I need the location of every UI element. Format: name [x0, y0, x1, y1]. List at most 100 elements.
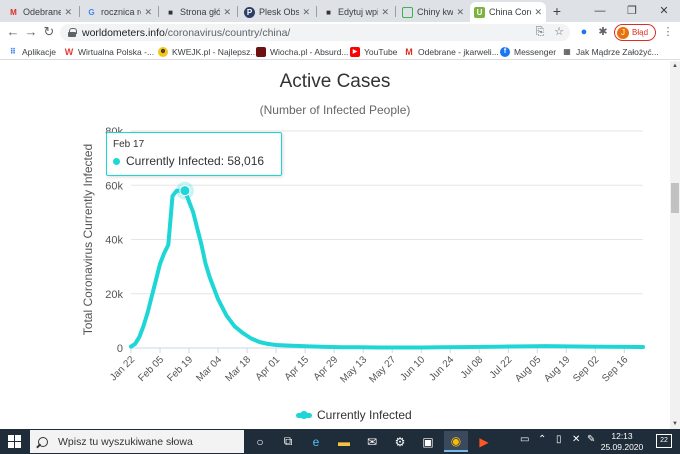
close-icon[interactable]: ✕ [381, 6, 389, 17]
scroll-down-arrow-icon[interactable]: ▼ [672, 421, 678, 427]
avatar: J [617, 26, 629, 39]
bookmark-label: Wirtualna Polska -... [78, 46, 155, 57]
bookmark-jak-madrze[interactable]: ▦ Jak Mądrze Założyć... [562, 44, 658, 59]
taskbar-clock[interactable]: 12:13 25.09.2020 [594, 431, 650, 453]
tab-strona[interactable]: ■ Strona głó ✕ [161, 2, 235, 22]
y-tick-label: 20k [105, 289, 123, 301]
x-tick-label: Feb 19 [165, 354, 195, 384]
x-tick-label: Feb 05 [136, 354, 166, 384]
taskbar-search-input[interactable]: Wpisz tu wyszukiwane słowa [30, 430, 244, 453]
bookmark-gmail[interactable]: M Odebrane - jkarweli... [404, 44, 499, 59]
tab-title: China Coro [489, 7, 532, 17]
gmail-icon: M [10, 7, 17, 17]
battery-icon[interactable]: ▯ [556, 434, 562, 445]
close-icon[interactable]: ✕ [223, 6, 231, 17]
page-scrollbar[interactable]: ▲ ▼ [670, 61, 680, 429]
x-tick-label: May 27 [367, 354, 398, 385]
x-tick-label: Sep 16 [600, 354, 630, 384]
web-page: Active Cases (Number of Infected People)… [0, 61, 670, 429]
tray-chevron-icon[interactable]: ⌃ [538, 434, 547, 445]
bookmark-label: Odebrane - jkarweli... [418, 46, 499, 57]
notification-center-icon[interactable]: 22 [656, 434, 672, 448]
tab-strip: M Odebrane ✕ G rocznica re ✕ ■ Strona gł… [0, 0, 680, 22]
task-view-icon[interactable]: ⧉ [283, 434, 293, 448]
lock-icon[interactable] [68, 28, 77, 37]
windows-start-icon[interactable] [8, 435, 21, 448]
edge-icon[interactable]: e [312, 434, 320, 449]
close-icon[interactable]: ✕ [302, 6, 310, 17]
clock-date: 25.09.2020 [600, 442, 644, 452]
close-window-button[interactable]: ✕ [659, 5, 669, 17]
menu-dots-icon[interactable]: ⋮ [662, 26, 674, 38]
reload-icon[interactable]: ↻ [43, 24, 55, 39]
google-icon: G [88, 7, 95, 17]
bookmark-kwejk[interactable]: ☻ KWEJK.pl - Najlepsz... [158, 44, 258, 59]
clock-time: 12:13 [611, 431, 633, 441]
tab-edytuj[interactable]: ■ Edytuj wpis ✕ [319, 2, 393, 22]
puzzle-icon[interactable]: ✱ [598, 26, 608, 38]
x-tick-label: Aug 19 [542, 354, 572, 384]
tab-title: Plesk Obs [259, 7, 300, 17]
worldometers-icon: U [474, 6, 485, 18]
bookmark-wiocha[interactable]: Wiocha.pl - Absurd... [256, 44, 348, 59]
legend-swatch [296, 410, 312, 419]
translate-icon[interactable]: ⎘ [535, 26, 545, 38]
star-icon[interactable]: ☆ [554, 26, 564, 38]
gmail-icon: M [405, 46, 413, 57]
tab-title: Edytuj wpis [338, 7, 378, 17]
chrome-icon[interactable]: ◉ [444, 431, 468, 452]
bookmark-wp[interactable]: W Wirtualna Polska -... [64, 44, 154, 59]
pen-icon[interactable]: ✎ [587, 434, 596, 445]
minimize-button[interactable]: — [594, 5, 606, 17]
bookmark-label: Wiocha.pl - Absurd... [270, 46, 349, 57]
url-host: worldometers.info [82, 26, 165, 39]
x-tick-label: Jul 08 [459, 354, 486, 381]
close-icon[interactable]: ✕ [456, 6, 464, 17]
extension-shield-icon[interactable]: ● [580, 26, 588, 38]
file-explorer-icon[interactable]: ▬ [338, 434, 350, 449]
facebook-icon: f [500, 46, 510, 57]
network-icon[interactable]: ▭ [520, 434, 530, 445]
scroll-up-arrow-icon[interactable]: ▲ [672, 63, 678, 69]
close-icon[interactable]: ✕ [144, 6, 152, 17]
legend-label: Currently Infected [317, 408, 412, 422]
new-tab-button[interactable]: + [552, 3, 562, 19]
bookmark-youtube[interactable]: ▶ YouTube [350, 44, 397, 59]
x-tick-label: Apr 01 [254, 354, 283, 383]
bookmark-label: KWEJK.pl - Najlepsz... [172, 46, 258, 57]
tab-title: Strona głó [180, 7, 221, 17]
bookmark-apps[interactable]: ⠿ Aplikacje [8, 44, 56, 59]
profile-error-label: Błąd [632, 28, 649, 37]
chart-legend[interactable]: Currently Infected [296, 408, 412, 422]
bookmark-messenger[interactable]: f Messenger [500, 44, 556, 59]
forward-arrow-icon[interactable]: → [24, 24, 38, 39]
tab-china-coronavirus[interactable]: U China Coro ✕ [470, 2, 546, 22]
x-tick-label: Jun 24 [427, 354, 456, 383]
maximize-button[interactable]: ❐ [627, 5, 637, 17]
x-tick-label: Mar 18 [223, 354, 253, 384]
tab-chiny[interactable]: Chiny kwie ✕ [398, 2, 468, 22]
page-icon: ■ [168, 7, 173, 17]
tab-google[interactable]: G rocznica re ✕ [82, 2, 156, 22]
address-bar[interactable]: worldometers.info/coronavirus/country/ch… [60, 24, 570, 41]
tab-gmail[interactable]: M Odebrane ✕ [4, 2, 76, 22]
x-tick-label: Apr 15 [283, 354, 312, 383]
windows-taskbar: Wpisz tu wyszukiwane słowa ○ ⧉ e ▬ ✉ ⚙ ▣… [0, 429, 680, 454]
mail-icon[interactable]: ✉ [366, 434, 378, 449]
media-icon[interactable]: ▶ [479, 434, 489, 449]
x-tick-label: Sep 02 [571, 354, 601, 384]
scroll-thumb[interactable] [671, 183, 679, 213]
page-icon: ▦ [563, 47, 571, 56]
x-tick-label: Jul 22 [488, 354, 515, 381]
back-arrow-icon[interactable]: ← [6, 24, 20, 39]
close-icon[interactable]: ✕ [64, 6, 72, 17]
tab-title: rocznica re [101, 7, 142, 17]
settings-icon[interactable]: ⚙ [394, 434, 406, 449]
profile-button[interactable]: J Błąd [614, 24, 656, 41]
tab-plesk[interactable]: P Plesk Obs ✕ [240, 2, 314, 22]
close-icon[interactable]: ✕ [534, 6, 542, 17]
cortana-icon[interactable]: ○ [256, 434, 264, 449]
volume-muted-icon[interactable]: ✕ [572, 434, 581, 445]
store-icon[interactable]: ▣ [422, 434, 434, 449]
